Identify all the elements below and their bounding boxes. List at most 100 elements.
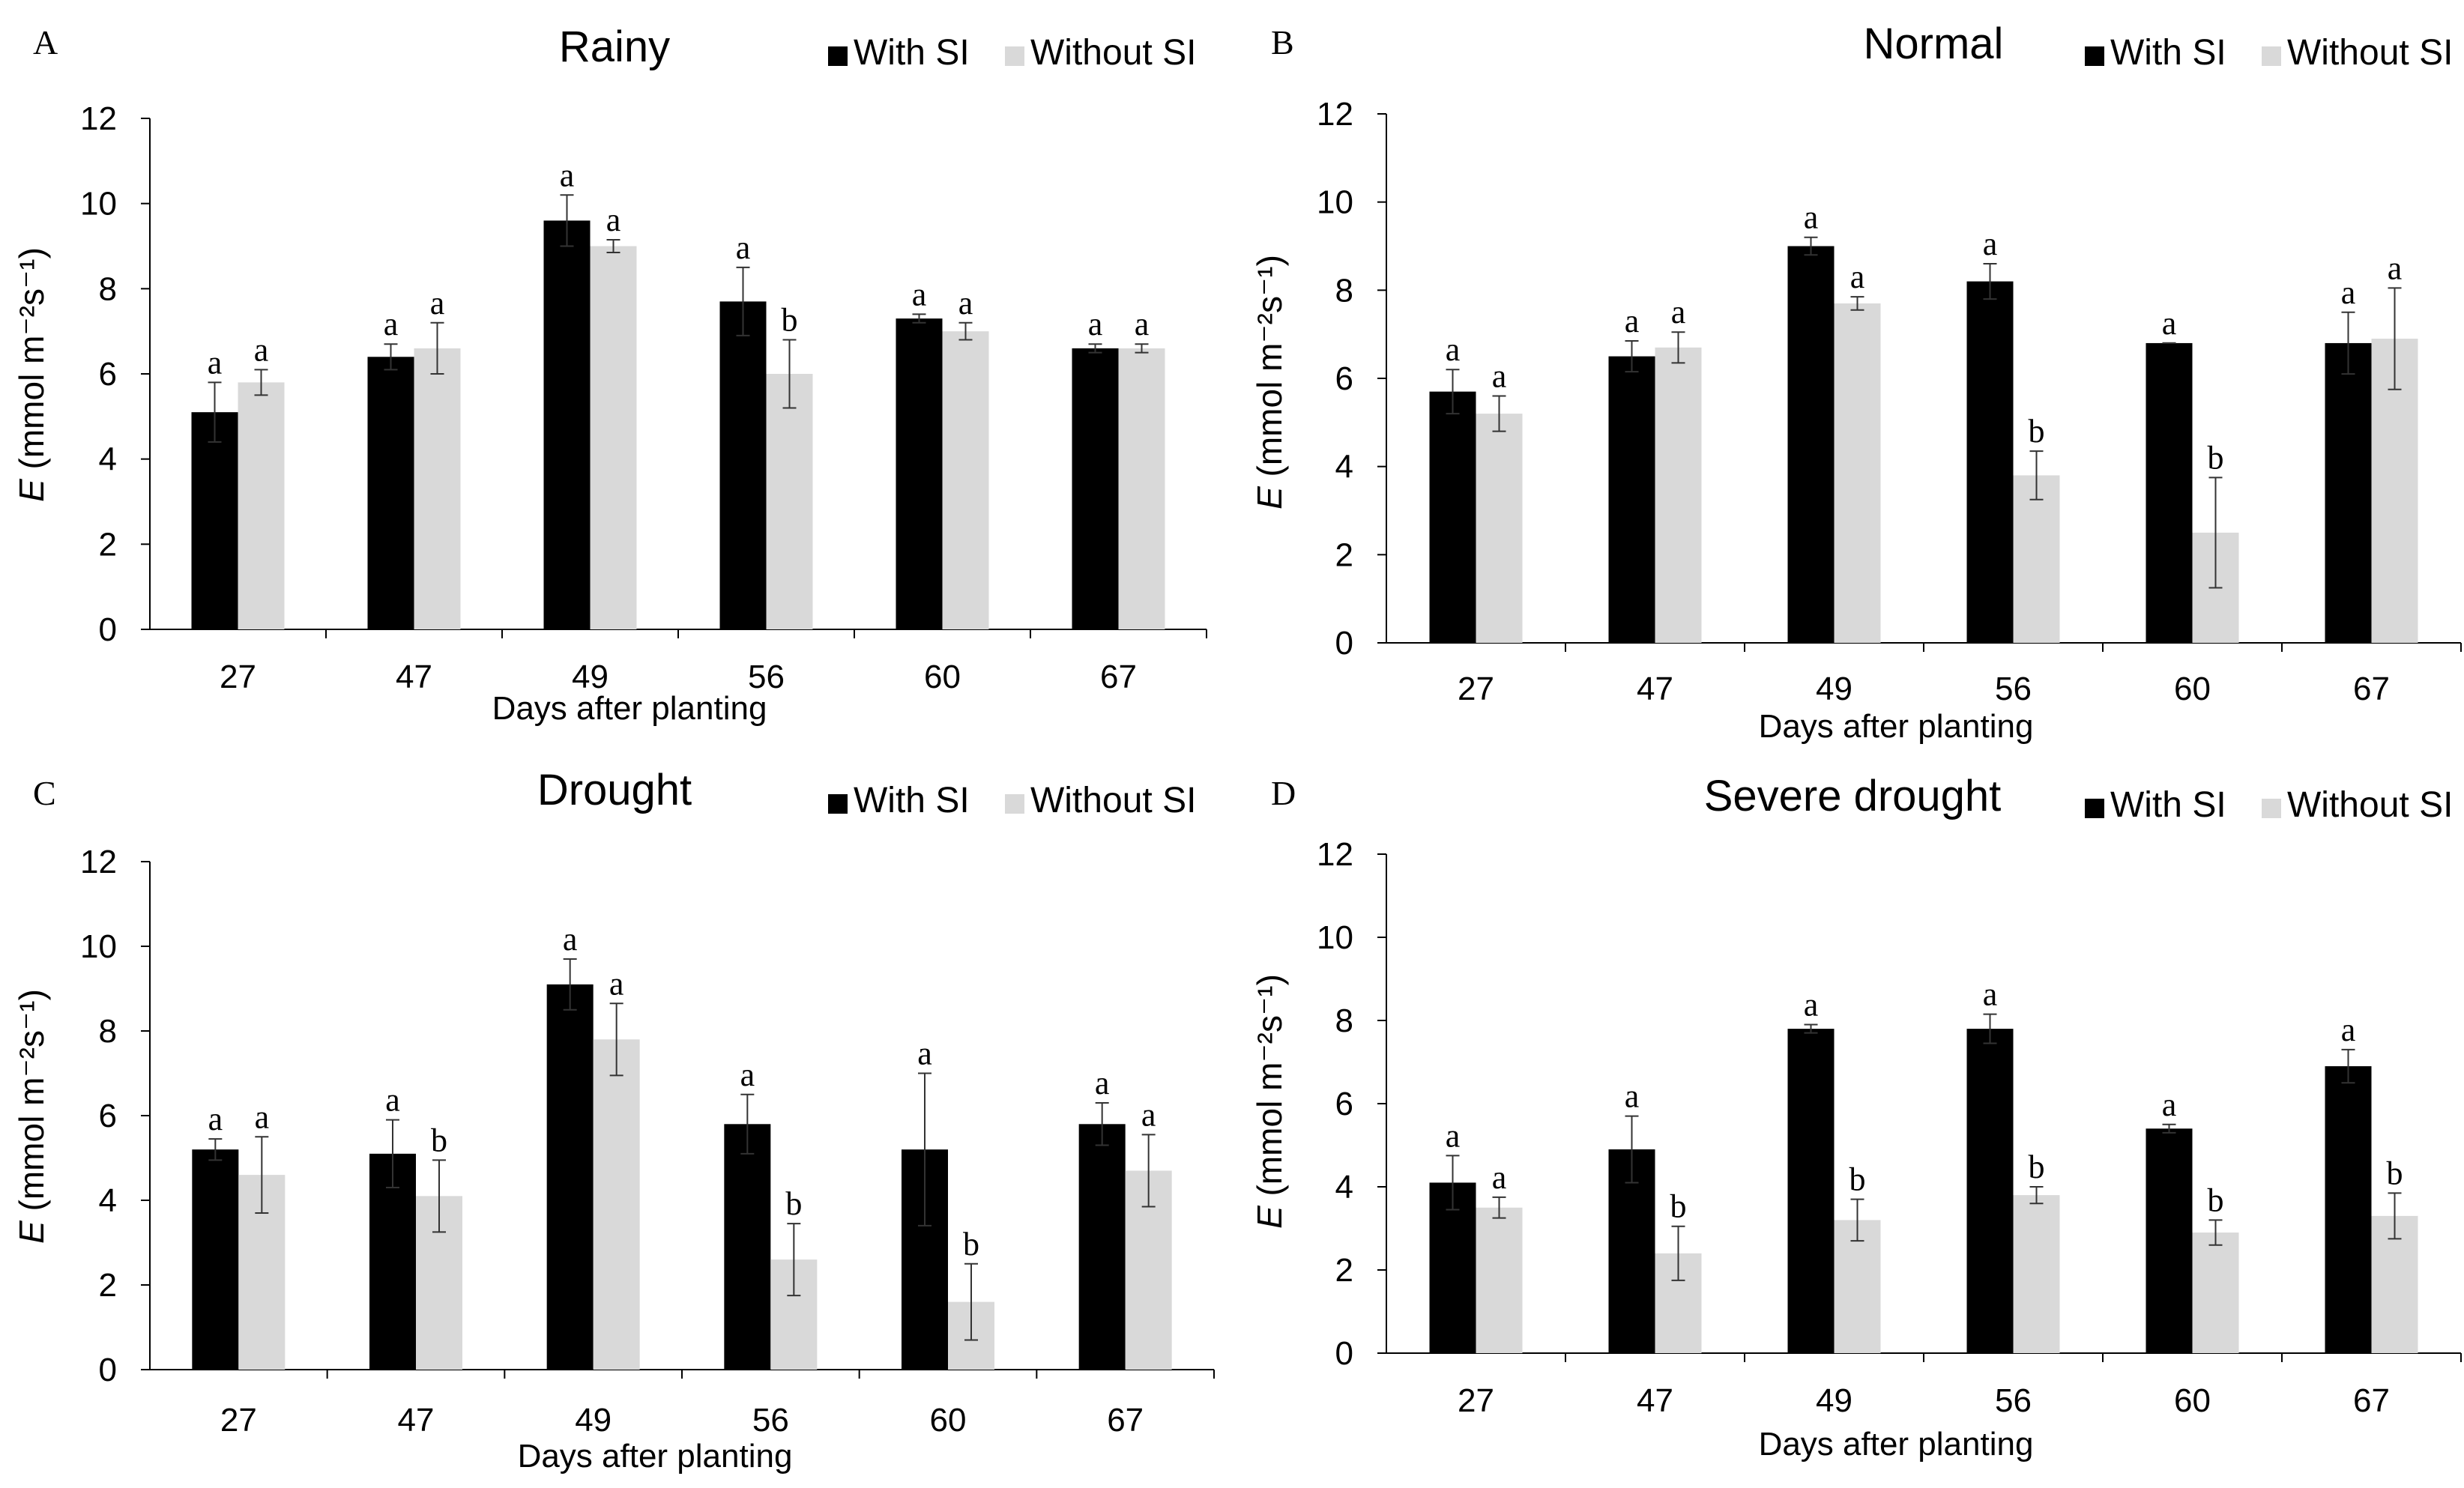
x-axis-title: Days after planting [1759,708,2034,745]
bar-with-si [191,412,238,629]
significance-letter: a [1850,258,1865,295]
legend: With SI Without SI [2085,33,2453,73]
x-tick-label: 27 [220,1402,257,1439]
significance-letter: b [2387,1155,2403,1191]
x-axis-title: Days after planting [1759,1426,2034,1463]
bar-with-si [546,984,594,1370]
bar-without-si [942,331,989,629]
y-tick-label: 12 [1317,96,1353,133]
bar-without-si [1834,1220,1881,1353]
significance-letter: a [740,1056,755,1093]
y-tick-label: 6 [99,356,117,393]
y-tick-label: 12 [80,100,117,137]
significance-letter: b [1670,1188,1687,1225]
panel-letter: A [33,23,58,61]
chart-title: Severe drought [1704,772,2002,820]
significance-letter: a [208,1101,223,1137]
panel-d: D Severe drought With SI Without SI 0 2 4 6 8 10 1… [1250,772,2462,1463]
y-tick-label: 4 [1335,1169,1353,1206]
y-tick-label: 8 [99,270,117,307]
significance-letter: a [563,921,578,958]
y-tick-label: 2 [1335,1252,1353,1289]
y-tick-label: 4 [99,441,117,478]
bar-with-si [1078,1124,1126,1370]
bar-with-si [1966,281,2014,643]
y-axis-label: E (mmol m⁻²s⁻¹) [1250,255,1289,509]
x-tick-label: 67 [2353,671,2390,707]
chart-title: Drought [537,766,692,814]
y-tick-label: 0 [99,1352,117,1388]
significance-letter: b [2208,1182,2224,1218]
y-tick-label: 8 [99,1013,117,1050]
significance-letter: a [385,1082,400,1119]
x-axis-title: Days after planting [518,1438,793,1475]
legend: With SI Without SI [828,33,1196,73]
x-tick-label: 56 [1995,1382,2032,1419]
x-tick-label: 56 [748,659,785,695]
x-tick-label: 56 [752,1402,789,1439]
x-tick-label: 60 [2174,1382,2211,1419]
y-tick-label: 10 [80,186,117,223]
significance-letter: a [560,157,575,193]
y-tick-label: 4 [1335,449,1353,486]
x-tick-label: 47 [1637,671,1673,707]
legend-label: Without SI [1030,33,1196,73]
significance-letter: a [384,306,399,342]
significance-letter: a [1095,1065,1110,1101]
significance-letter: a [1446,1117,1461,1154]
bar-with-si [2146,342,2193,643]
bar-without-si [1476,414,1523,643]
bar-without-si [1655,347,1702,643]
bar-with-si [1608,356,1655,643]
y-axis-label: E (mmol m⁻²s⁻¹) [12,989,51,1244]
y-axis-label: E (mmol m⁻²s⁻¹) [1250,974,1289,1229]
bar-without-si [590,246,637,629]
x-tick-label: 60 [930,1402,967,1439]
significance-letter: a [1671,294,1686,330]
bar-with-si [896,318,943,629]
legend-swatch [2085,46,2104,66]
bar-with-si [1966,1029,2014,1353]
significance-letter: a [2162,1086,2177,1123]
panel-a: A Rainy With SI Without SI 0 2 4 6 8 10 12 E (mmol … [12,22,1207,727]
x-tick-label: 47 [396,659,432,695]
x-tick-label: 27 [220,659,256,695]
y-tick-label: 12 [80,844,117,880]
y-tick-label: 10 [1317,919,1353,956]
significance-letter: b [963,1226,979,1262]
y-tick-label: 6 [1335,1086,1353,1122]
significance-letter: a [1625,1078,1640,1115]
bar-with-si [543,220,591,629]
legend-label: With SI [854,781,970,820]
x-tick-label: 49 [1816,671,1852,707]
legend-label: With SI [2110,33,2226,73]
legend-swatch [1005,46,1024,66]
bar-without-si [1476,1207,1523,1353]
legend: With SI Without SI [828,781,1196,820]
y-tick-label: 6 [99,1098,117,1134]
bar-with-si [719,301,767,629]
bar-without-si [593,1039,640,1370]
y-tick-label: 6 [1335,360,1353,397]
significance-letter: b [785,1185,802,1222]
y-tick-label: 2 [99,526,117,563]
x-tick-label: 47 [398,1402,435,1439]
legend-swatch [1005,794,1024,814]
panel-letter: D [1271,774,1296,812]
x-tick-label: 67 [2353,1382,2390,1419]
significance-letter: a [1983,976,1998,1013]
bar-with-si [2325,342,2372,643]
significance-letter: a [2162,305,2177,342]
legend-swatch [2262,799,2281,818]
significance-letter: a [1492,358,1507,395]
legend-swatch [2262,46,2281,66]
significance-letter: a [1804,199,1819,236]
y-tick-label: 8 [1335,1002,1353,1039]
bar-with-si [1429,391,1476,643]
bar-with-si [2325,1066,2372,1353]
y-tick-label: 10 [1317,184,1353,221]
significance-letter: a [1446,331,1461,368]
bar-without-si [1118,348,1165,629]
x-tick-label: 49 [572,659,609,695]
